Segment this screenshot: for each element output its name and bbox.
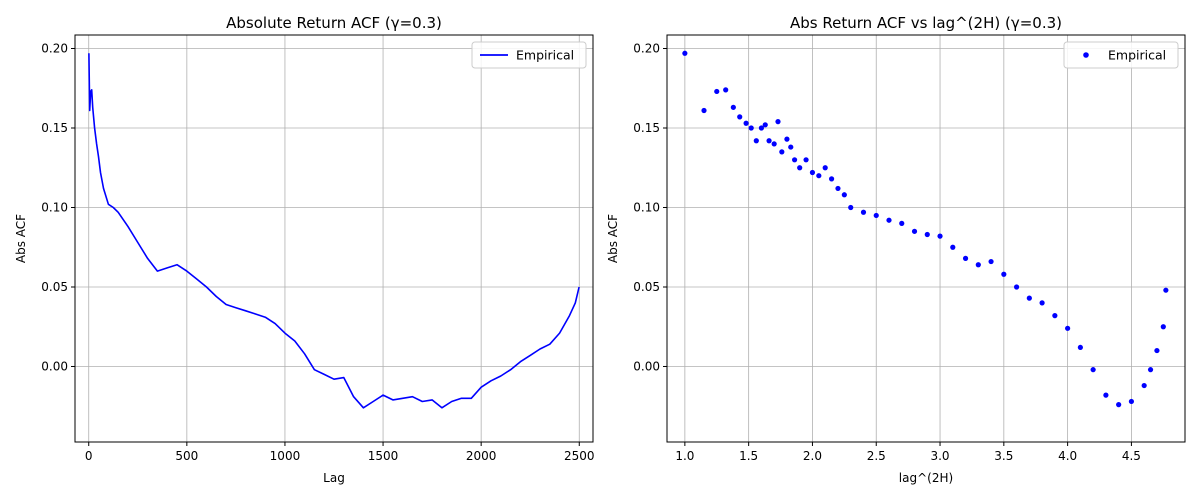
y-tick-label: 0.20 <box>41 42 68 56</box>
data-point <box>1065 325 1071 331</box>
series-line-empirical <box>88 53 580 409</box>
x-tick-label: 1.5 <box>739 449 758 463</box>
data-point <box>766 138 772 144</box>
data-point <box>682 50 688 56</box>
data-point <box>835 185 841 192</box>
x-tick-label: 2.0 <box>803 449 822 463</box>
data-point <box>899 220 905 226</box>
x-tick-label: 2.5 <box>867 449 886 463</box>
y-tick-label: 0.15 <box>41 121 68 135</box>
data-point <box>809 169 816 176</box>
x-tick-label: 0 <box>85 449 93 463</box>
data-point <box>1154 347 1160 354</box>
y-tick-label: 0.10 <box>633 200 660 214</box>
data-point <box>797 165 803 171</box>
data-point <box>1103 392 1109 398</box>
y-tick-label: 0.00 <box>41 359 68 373</box>
data-point <box>1128 398 1135 405</box>
data-point <box>701 107 707 114</box>
x-tick-label: 3.5 <box>994 449 1013 463</box>
data-point <box>975 262 981 268</box>
legend-label: Empirical <box>1108 48 1166 63</box>
chart-title: Abs Return ACF vs lag^(2H) (γ=0.3) <box>790 14 1062 32</box>
legend-box <box>1063 41 1179 69</box>
data-point <box>791 157 798 163</box>
legend-box <box>471 41 587 69</box>
data-point <box>911 228 918 234</box>
data-point <box>886 217 892 223</box>
y-tick-label: 0.05 <box>41 280 68 294</box>
data-point <box>762 122 768 128</box>
left-chart: 0 500 1000 1500 2000 2500 0.00 0.05 0.10 0.15 0.20… <box>14 14 595 485</box>
data-point <box>988 258 994 265</box>
x-tick-label: 4.0 <box>1058 449 1077 463</box>
y-axis-label: Abs ACF <box>14 214 28 263</box>
data-point <box>1147 367 1154 373</box>
data-point <box>873 212 879 219</box>
data-point <box>714 88 720 95</box>
y-tick-label: 0.15 <box>633 121 660 135</box>
data-point <box>1090 367 1096 373</box>
data-point <box>828 176 835 182</box>
x-tick-label: 1500 <box>368 449 399 463</box>
plot-frame <box>666 34 1186 443</box>
legend-label: Empirical <box>516 48 574 63</box>
x-tick-label: 2000 <box>466 449 497 463</box>
chart-title: Absolute Return ACF (γ=0.3) <box>226 14 442 32</box>
data-point <box>841 192 847 198</box>
legend-dot-swatch <box>1083 52 1089 58</box>
data-point <box>816 173 822 179</box>
data-point <box>924 231 930 238</box>
y-axis-label: Abs ACF <box>606 214 620 263</box>
data-point <box>784 136 790 142</box>
data-point <box>748 125 754 131</box>
data-point <box>1077 344 1083 351</box>
data-point <box>743 120 749 126</box>
x-axis-label: lag^(2H) <box>899 471 953 485</box>
data-point <box>1001 271 1007 277</box>
data-point <box>779 149 785 155</box>
data-point <box>1052 313 1058 319</box>
data-point <box>937 233 943 239</box>
data-point <box>758 125 765 131</box>
data-point <box>1163 287 1169 293</box>
x-tick-label: 4.5 <box>1122 449 1141 463</box>
data-point <box>1116 402 1122 408</box>
data-point <box>1039 300 1045 306</box>
data-point <box>723 87 729 93</box>
y-tick-label: 0.20 <box>633 42 660 56</box>
plot-frame <box>74 34 594 443</box>
x-tick-label: 500 <box>175 449 198 463</box>
data-point <box>950 244 956 250</box>
data-point <box>753 138 759 144</box>
y-tick-label: 0.05 <box>633 280 660 294</box>
y-tick-label: 0.10 <box>41 200 68 214</box>
data-point <box>775 119 781 125</box>
x-tick-label: 2500 <box>564 449 595 463</box>
data-point <box>1026 295 1032 301</box>
data-point <box>788 144 794 150</box>
data-point <box>1141 382 1147 389</box>
x-tick-label: 3.0 <box>930 449 949 463</box>
data-point <box>822 165 828 171</box>
data-point <box>962 255 969 261</box>
x-tick-label: 1.0 <box>675 449 694 463</box>
data-point <box>860 209 867 215</box>
right-chart: 1.0 1.5 2.0 2.5 3.0 3.5 4.0 4.5 0.00 0.05 0.10 0.15… <box>606 14 1186 485</box>
data-point <box>771 141 777 147</box>
data-point <box>848 204 854 211</box>
y-tick-label: 0.00 <box>633 359 660 373</box>
data-point <box>737 114 743 120</box>
data-point <box>730 104 736 110</box>
data-point <box>803 157 809 163</box>
data-point <box>1160 324 1166 330</box>
x-axis-label: Lag <box>323 471 345 485</box>
data-point <box>1013 284 1020 290</box>
x-tick-label: 1000 <box>270 449 301 463</box>
